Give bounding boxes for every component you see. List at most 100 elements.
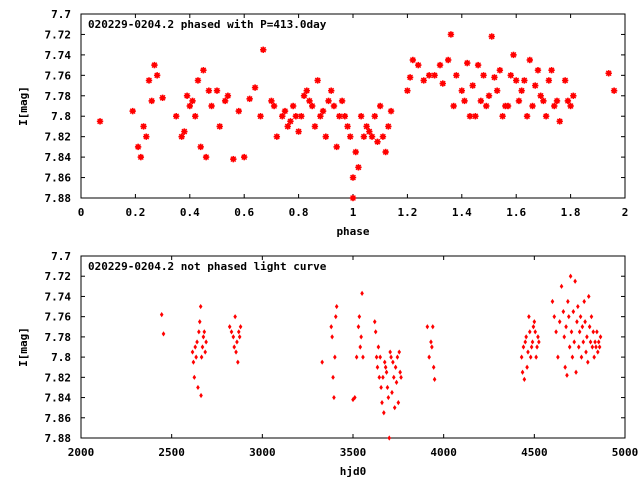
x-tick-label: 3500 [340, 446, 367, 459]
data-point [298, 113, 305, 120]
data-point [159, 312, 164, 318]
data-point [519, 354, 524, 360]
data-point [194, 354, 198, 360]
x-tick-label: 0.6 [234, 206, 254, 219]
data-point [583, 319, 587, 325]
data-point [371, 113, 378, 120]
data-point [382, 410, 386, 416]
data-point [431, 364, 436, 370]
data-point [334, 303, 339, 310]
data-point [203, 349, 208, 355]
data-point [591, 329, 596, 335]
x-tick-label: 3000 [249, 446, 276, 459]
x-tick-label: 1.8 [561, 206, 581, 219]
data-point [355, 164, 362, 171]
data-point [571, 309, 576, 315]
data-point [610, 87, 618, 94]
data-point [458, 87, 465, 94]
data-point [231, 334, 236, 340]
data-point [197, 329, 201, 335]
data-point [200, 344, 205, 350]
data-point [566, 298, 570, 305]
x-axis-label: phase [336, 225, 369, 238]
data-point [341, 113, 349, 120]
phased-plot: 7.7 7.72 7.74 7.76 7.78 7.8 7.82 7.84 7.86 7.88 0… [17, 8, 628, 238]
data-point [192, 374, 197, 380]
y-axis-label: I[mag] [17, 327, 30, 367]
data-point [199, 354, 204, 360]
data-point [363, 123, 370, 130]
data-point [195, 339, 199, 345]
data-point [592, 354, 596, 360]
data-point [522, 376, 527, 382]
data-point [287, 118, 294, 125]
y-tick-label: 7.82 [45, 131, 72, 144]
data-point [197, 143, 204, 151]
data-point [140, 123, 147, 130]
data-point [221, 97, 229, 105]
data-point [561, 77, 569, 84]
y-axis-label: I[mag] [17, 86, 30, 126]
data-point [565, 372, 569, 378]
data-point [553, 97, 561, 105]
data-point [430, 324, 435, 330]
data-point [357, 113, 365, 120]
data-point [208, 102, 215, 110]
x-tick-label: 0.2 [125, 206, 145, 219]
data-point [292, 113, 300, 120]
data-point [238, 324, 243, 330]
x-tick-label: 0.8 [289, 206, 309, 219]
data-point [598, 334, 603, 340]
data-point [213, 87, 221, 94]
y-tick-label: 7.74 [45, 49, 72, 62]
data-point [559, 283, 564, 289]
data-point [557, 319, 562, 325]
y-tick-label: 7.8 [51, 351, 71, 364]
data-point [191, 359, 196, 365]
x-tick-label: 2 [622, 206, 629, 219]
data-point [330, 334, 334, 340]
data-point [528, 354, 533, 360]
data-point [311, 123, 319, 130]
data-point [320, 359, 324, 365]
data-point [491, 74, 498, 81]
data-point [524, 334, 528, 340]
x-tick-label: 2000 [68, 446, 95, 459]
x-axis-label: hjd0 [340, 465, 367, 478]
data-point [344, 123, 351, 130]
data-point [192, 113, 199, 120]
y-tick-label: 7.8 [51, 110, 71, 123]
data-point [439, 80, 446, 87]
data-point [394, 379, 399, 385]
data-point [224, 92, 232, 99]
data-point [548, 67, 555, 74]
data-point [586, 293, 591, 300]
data-point [380, 400, 384, 406]
data-point [523, 339, 528, 345]
data-point [518, 87, 525, 94]
data-point [227, 324, 232, 330]
data-point [561, 309, 566, 315]
data-point [257, 113, 264, 120]
data-point [537, 92, 544, 99]
data-point [356, 324, 361, 330]
plot-frame [80, 13, 626, 199]
data-point [386, 394, 391, 401]
data-point [151, 61, 158, 69]
plot-title: 020229-0204.2 phased with P=413.0day [88, 18, 327, 31]
data-point [202, 329, 207, 335]
data-point [333, 354, 337, 360]
data-point [576, 303, 580, 310]
data-point [186, 102, 193, 110]
data-point [520, 369, 525, 375]
data-point [309, 102, 316, 110]
data-point [525, 364, 529, 370]
data-point [577, 329, 582, 335]
data-point [445, 56, 452, 64]
x-tick-label: 1.6 [506, 206, 526, 219]
data-point [205, 87, 213, 94]
data-point [567, 102, 574, 110]
data-point [526, 56, 533, 64]
data-point [145, 77, 153, 84]
data-point [483, 102, 490, 110]
